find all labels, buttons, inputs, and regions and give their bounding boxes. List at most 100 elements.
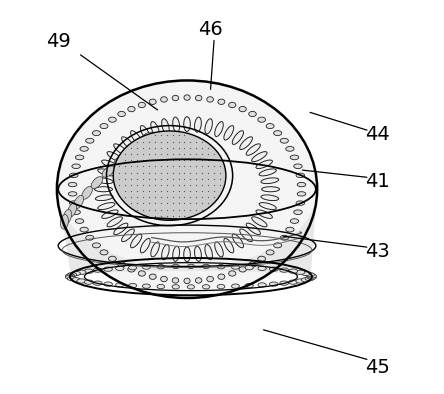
Ellipse shape bbox=[290, 219, 299, 223]
Ellipse shape bbox=[261, 178, 279, 184]
Ellipse shape bbox=[274, 131, 281, 136]
Ellipse shape bbox=[114, 144, 128, 155]
Ellipse shape bbox=[217, 264, 225, 269]
Ellipse shape bbox=[239, 267, 246, 272]
Ellipse shape bbox=[98, 203, 115, 210]
Ellipse shape bbox=[286, 227, 294, 232]
Ellipse shape bbox=[115, 283, 124, 287]
Ellipse shape bbox=[115, 266, 124, 270]
Ellipse shape bbox=[280, 235, 289, 240]
Ellipse shape bbox=[245, 283, 253, 288]
Ellipse shape bbox=[84, 269, 93, 273]
Ellipse shape bbox=[205, 245, 212, 260]
Ellipse shape bbox=[261, 195, 279, 201]
Ellipse shape bbox=[57, 80, 317, 298]
Ellipse shape bbox=[72, 210, 80, 214]
Ellipse shape bbox=[296, 173, 305, 178]
Ellipse shape bbox=[195, 278, 202, 283]
Ellipse shape bbox=[127, 143, 141, 153]
Ellipse shape bbox=[140, 126, 150, 140]
Ellipse shape bbox=[184, 278, 190, 284]
Ellipse shape bbox=[258, 117, 266, 122]
Ellipse shape bbox=[215, 242, 223, 257]
Ellipse shape bbox=[157, 264, 165, 269]
Ellipse shape bbox=[114, 155, 127, 165]
Ellipse shape bbox=[113, 131, 226, 220]
Ellipse shape bbox=[256, 210, 273, 218]
Ellipse shape bbox=[215, 122, 223, 136]
Ellipse shape bbox=[172, 95, 178, 101]
Ellipse shape bbox=[100, 124, 108, 128]
Text: 49: 49 bbox=[47, 32, 71, 51]
Ellipse shape bbox=[205, 119, 212, 134]
Ellipse shape bbox=[232, 234, 243, 248]
Ellipse shape bbox=[280, 138, 289, 143]
Ellipse shape bbox=[232, 265, 239, 269]
Ellipse shape bbox=[102, 210, 118, 218]
Ellipse shape bbox=[86, 138, 94, 143]
Ellipse shape bbox=[280, 281, 289, 285]
Ellipse shape bbox=[294, 164, 302, 169]
Ellipse shape bbox=[252, 217, 267, 227]
Ellipse shape bbox=[86, 235, 94, 240]
Ellipse shape bbox=[161, 276, 167, 282]
Ellipse shape bbox=[104, 282, 112, 286]
Ellipse shape bbox=[75, 155, 84, 160]
Ellipse shape bbox=[80, 227, 88, 232]
Ellipse shape bbox=[259, 203, 276, 210]
Ellipse shape bbox=[184, 117, 190, 132]
Ellipse shape bbox=[114, 223, 128, 235]
Ellipse shape bbox=[307, 274, 317, 278]
Ellipse shape bbox=[63, 210, 71, 224]
Ellipse shape bbox=[301, 278, 311, 282]
Ellipse shape bbox=[100, 250, 108, 255]
Ellipse shape bbox=[296, 201, 305, 205]
Ellipse shape bbox=[161, 97, 167, 102]
Ellipse shape bbox=[195, 95, 202, 101]
Ellipse shape bbox=[157, 284, 165, 289]
Ellipse shape bbox=[149, 274, 156, 279]
Ellipse shape bbox=[207, 97, 214, 102]
Ellipse shape bbox=[249, 112, 256, 117]
Ellipse shape bbox=[72, 164, 80, 169]
Ellipse shape bbox=[232, 284, 239, 288]
Ellipse shape bbox=[95, 187, 112, 192]
Ellipse shape bbox=[172, 264, 179, 269]
Ellipse shape bbox=[95, 195, 113, 201]
Ellipse shape bbox=[290, 155, 299, 160]
Ellipse shape bbox=[129, 283, 137, 288]
Ellipse shape bbox=[240, 137, 253, 150]
Ellipse shape bbox=[258, 256, 266, 261]
Text: 46: 46 bbox=[198, 20, 223, 39]
Ellipse shape bbox=[249, 262, 256, 267]
Ellipse shape bbox=[70, 173, 78, 178]
Ellipse shape bbox=[92, 243, 100, 248]
Polygon shape bbox=[57, 189, 317, 277]
Ellipse shape bbox=[68, 182, 77, 187]
Ellipse shape bbox=[143, 265, 151, 269]
Ellipse shape bbox=[128, 106, 135, 112]
Ellipse shape bbox=[217, 284, 225, 289]
Ellipse shape bbox=[118, 112, 125, 117]
Ellipse shape bbox=[202, 264, 210, 269]
Ellipse shape bbox=[108, 256, 116, 261]
Ellipse shape bbox=[129, 266, 137, 270]
Ellipse shape bbox=[270, 282, 278, 286]
Ellipse shape bbox=[239, 106, 246, 112]
Ellipse shape bbox=[218, 99, 225, 104]
Ellipse shape bbox=[143, 284, 151, 288]
Ellipse shape bbox=[184, 247, 190, 262]
Ellipse shape bbox=[80, 147, 88, 151]
Ellipse shape bbox=[67, 277, 77, 281]
Ellipse shape bbox=[77, 270, 86, 274]
Ellipse shape bbox=[151, 122, 159, 136]
Ellipse shape bbox=[84, 280, 93, 284]
Ellipse shape bbox=[172, 278, 178, 283]
Ellipse shape bbox=[202, 285, 210, 289]
Ellipse shape bbox=[229, 102, 236, 108]
Ellipse shape bbox=[224, 238, 234, 253]
Ellipse shape bbox=[149, 99, 156, 104]
Ellipse shape bbox=[266, 124, 274, 128]
Ellipse shape bbox=[172, 285, 179, 289]
Text: 44: 44 bbox=[365, 125, 390, 144]
